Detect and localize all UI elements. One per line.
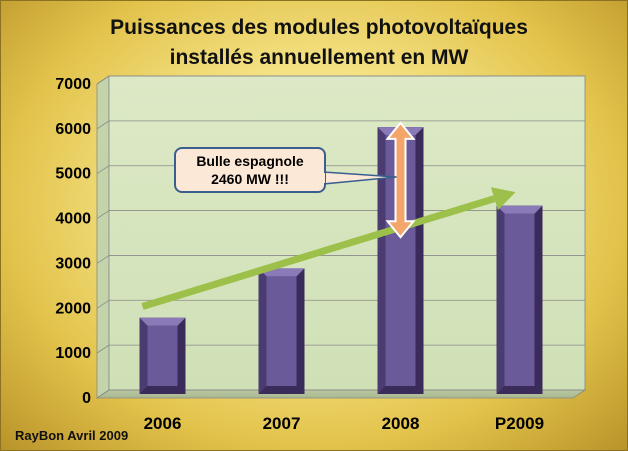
gridline-side — [96, 389, 110, 399]
y-tick-label: 3000 — [55, 255, 91, 272]
callout-text-line: Bulle espagnole — [196, 153, 304, 169]
x-tick-label: 2006 — [144, 414, 182, 433]
bar-bevel-top — [139, 317, 186, 326]
gridline-side — [96, 255, 110, 264]
gridline-side — [96, 299, 110, 309]
x-tick-label: 2008 — [382, 414, 420, 433]
bar-bevel-left — [496, 205, 505, 394]
bar-face — [504, 213, 535, 386]
gridline-side — [96, 210, 110, 219]
y-tick-label: 0 — [82, 390, 91, 407]
bar-2006 — [139, 317, 186, 394]
chart-title-line-1: Puissances des modules photovoltaïques — [110, 16, 528, 39]
bar-bevel-left — [377, 127, 386, 394]
author-credit: RayBon Avril 2009 — [15, 428, 128, 443]
y-axis: 0 1000 2000 3000 4000 5000 6000 7000 — [55, 76, 91, 407]
callout-joint — [321, 173, 325, 183]
y-tick-label: 7000 — [55, 76, 91, 93]
bar-face — [147, 325, 178, 386]
gridline-side — [96, 344, 110, 354]
bar-P2009 — [496, 205, 543, 394]
bar-bevel-left — [139, 317, 148, 394]
gridline-side — [96, 120, 110, 130]
trend-arrow-head — [490, 187, 516, 211]
x-axis: 2006 2007 2008 P2009 — [144, 414, 545, 433]
bars — [139, 127, 543, 394]
y-tick-label: 4000 — [55, 211, 91, 228]
y-tick-label: 2000 — [55, 300, 91, 317]
gridline-side — [96, 165, 110, 175]
bar-bevel-top — [496, 205, 543, 214]
bar-bevel-left — [258, 268, 267, 394]
y-tick-label: 5000 — [55, 166, 91, 183]
gridline-side — [96, 75, 110, 85]
callout-box — [174, 147, 326, 193]
bar-face — [266, 276, 297, 386]
callout-text-line: 2460 MW !!! — [211, 171, 289, 187]
chart-title-line-2: installés annuellement en MW — [170, 46, 469, 69]
x-tick-label: P2009 — [495, 414, 544, 433]
bubble-double-arrow — [385, 121, 416, 239]
trend-arrow-line — [141, 195, 496, 310]
side-wall — [96, 75, 110, 399]
x-tick-label: 2007 — [263, 414, 301, 433]
y-tick-label: 6000 — [55, 121, 91, 138]
bar-2007 — [258, 268, 305, 394]
annotations: Bulle espagnole 2460 MW !!! — [141, 121, 516, 310]
y-tick-label: 1000 — [55, 345, 91, 362]
